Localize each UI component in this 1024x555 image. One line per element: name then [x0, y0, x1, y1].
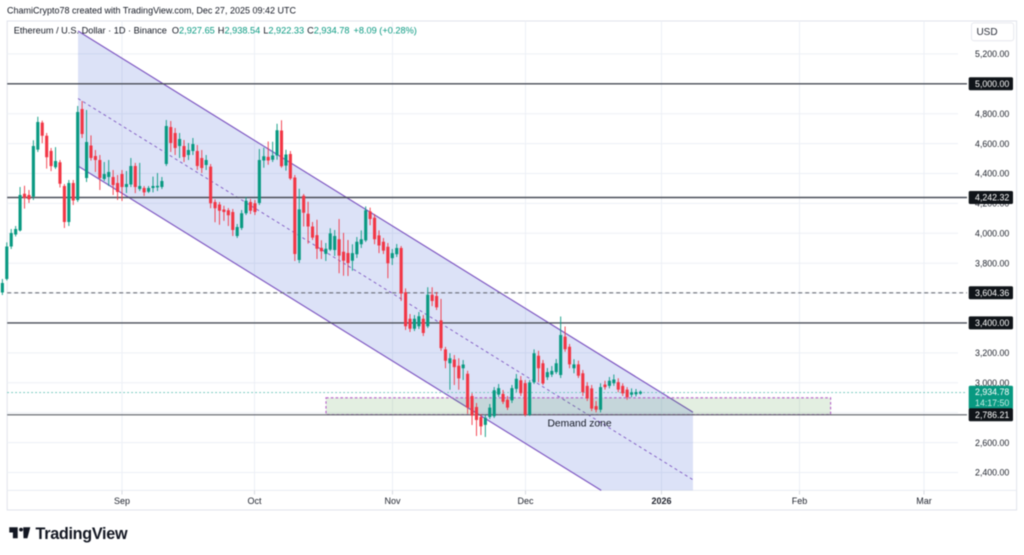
- svg-text:Dec: Dec: [517, 496, 534, 506]
- svg-text:USD: USD: [976, 27, 997, 38]
- svg-text:5,000.00: 5,000.00: [975, 79, 1009, 89]
- svg-text:Oct: Oct: [247, 496, 262, 506]
- svg-text:2026: 2026: [651, 496, 671, 506]
- svg-text:Demand zone: Demand zone: [548, 419, 612, 430]
- svg-text:Feb: Feb: [792, 496, 808, 506]
- svg-text:4,600.00: 4,600.00: [975, 139, 1009, 149]
- svg-text:3,200.00: 3,200.00: [975, 348, 1009, 358]
- svg-text:2,400.00: 2,400.00: [975, 468, 1009, 478]
- svg-text:Mar: Mar: [916, 496, 932, 506]
- svg-text:3,800.00: 3,800.00: [975, 258, 1009, 268]
- svg-text:3,604.36: 3,604.36: [975, 288, 1009, 298]
- svg-text:2,600.00: 2,600.00: [975, 438, 1009, 448]
- svg-text:5,200.00: 5,200.00: [975, 49, 1009, 59]
- svg-text:Nov: Nov: [384, 496, 401, 506]
- svg-text:4,800.00: 4,800.00: [975, 109, 1009, 119]
- svg-text:3,400.00: 3,400.00: [975, 318, 1009, 328]
- svg-text:14:17:50: 14:17:50: [975, 398, 1009, 408]
- svg-text:4,242.32: 4,242.32: [975, 193, 1009, 203]
- svg-text:2,934.78: 2,934.78: [975, 387, 1009, 397]
- svg-text:Sep: Sep: [114, 496, 130, 506]
- svg-text:ChamiCrypto78 created with Tra: ChamiCrypto78 created with TradingView.c…: [7, 6, 296, 16]
- svg-text:4,400.00: 4,400.00: [975, 169, 1009, 179]
- svg-text:3,000.00: 3,000.00: [975, 378, 1009, 388]
- svg-text:2,786.21: 2,786.21: [975, 410, 1009, 420]
- svg-text:4,000.00: 4,000.00: [975, 229, 1009, 239]
- svg-text:TradingView: TradingView: [36, 525, 128, 543]
